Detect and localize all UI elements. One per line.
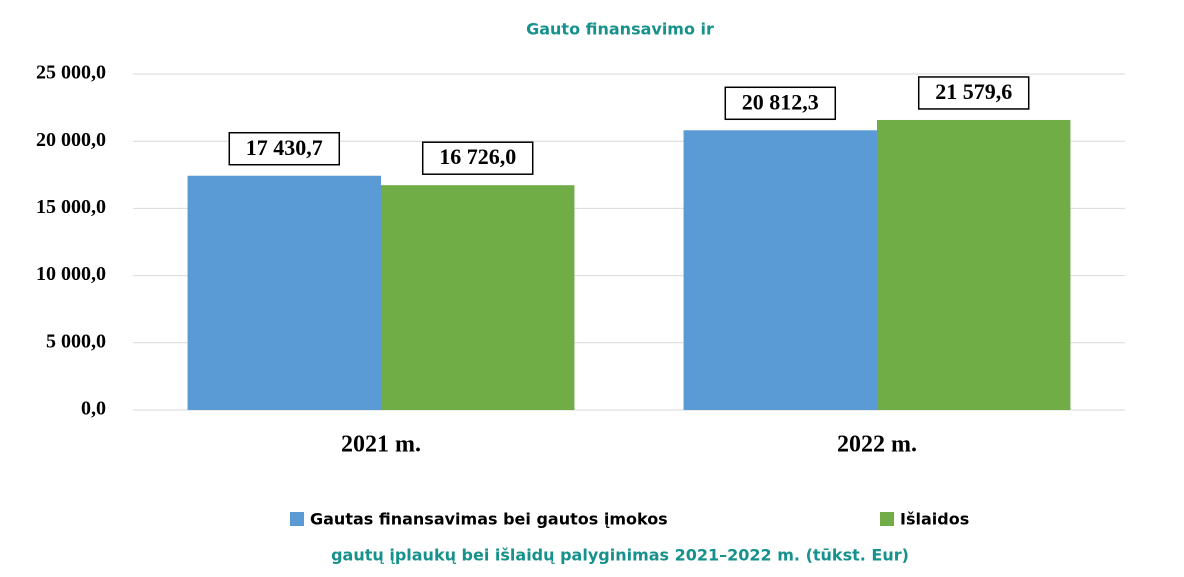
- data-label-box: [917, 76, 1030, 110]
- data-label-box: [228, 131, 341, 166]
- legend-label: Gautas finansavimas bei gautos įmokos: [310, 510, 668, 529]
- y-tick-label: 20 000,0: [36, 129, 106, 151]
- chart-title: Gauto finansavimo ir: [526, 20, 714, 39]
- bar: [877, 119, 1071, 410]
- y-tick-label: 0,0: [81, 398, 106, 420]
- y-tick-label: 10 000,0: [36, 263, 106, 285]
- legend-swatch: [290, 512, 304, 526]
- x-tick-label: 2021 m.: [341, 432, 421, 458]
- y-tick-label: 5 000,0: [46, 330, 106, 352]
- legend-swatch: [880, 512, 894, 526]
- data-label-box: [421, 141, 534, 175]
- bar: [187, 175, 381, 410]
- chart-subtitle: gautų įplaukų bei išlaidų palyginimas 20…: [331, 546, 909, 565]
- legend-label: Išlaidos: [900, 510, 969, 529]
- data-label: 16 726,0: [439, 144, 516, 169]
- data-label: 21 579,6: [935, 79, 1012, 104]
- bar: [381, 185, 575, 410]
- data-label: 20 812,3: [742, 89, 819, 114]
- y-tick-label: 15 000,0: [36, 196, 106, 218]
- bar: [683, 130, 877, 410]
- data-label-box: [724, 86, 837, 121]
- data-label: 17 430,7: [246, 135, 323, 160]
- x-tick-label: 2022 m.: [837, 432, 917, 458]
- y-tick-label: 25 000,0: [36, 62, 106, 84]
